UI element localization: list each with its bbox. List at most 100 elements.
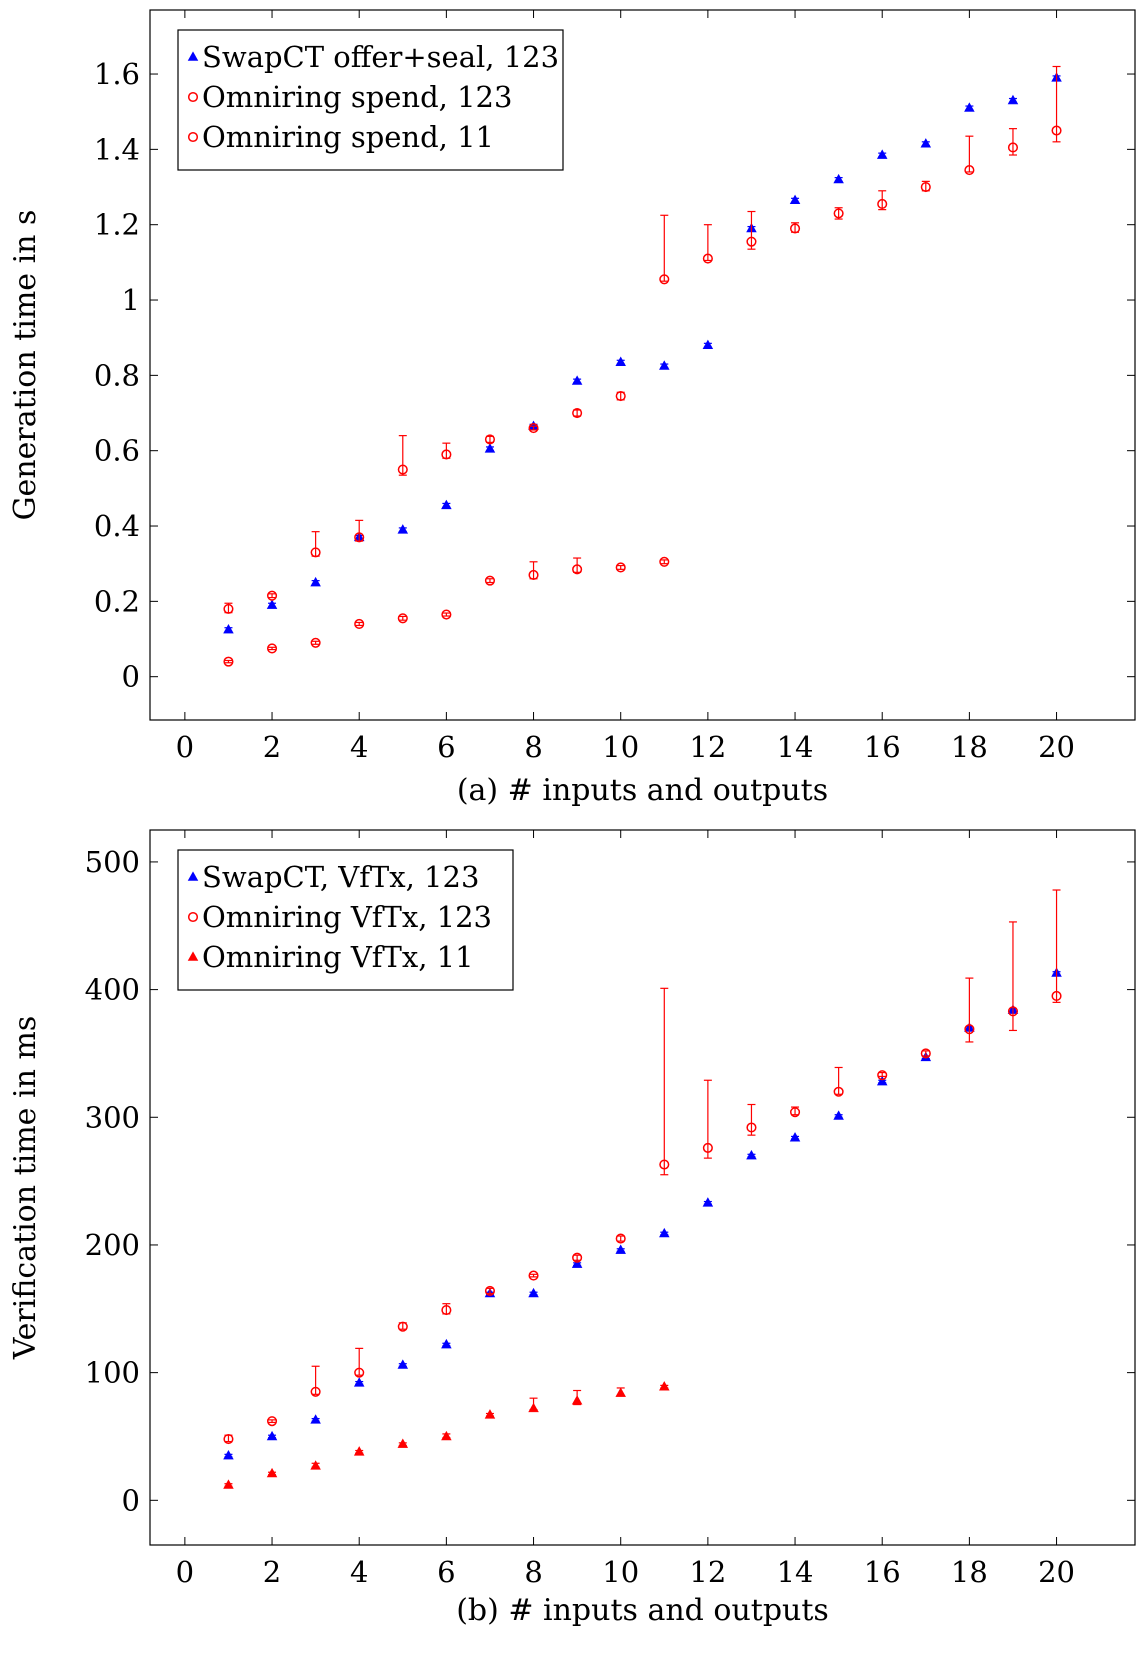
data-point (877, 1070, 888, 1081)
data-point (746, 1122, 757, 1133)
data-point (964, 165, 975, 176)
data-point (964, 102, 975, 112)
data-point (571, 375, 583, 385)
data-point (1007, 1006, 1019, 1017)
data-point (310, 576, 321, 587)
y-tick-label: 500 (85, 845, 140, 879)
data-point (833, 173, 844, 184)
data-point (615, 1244, 626, 1254)
data-point (266, 1416, 278, 1427)
data-point (659, 1227, 670, 1238)
data-point (789, 1132, 801, 1142)
data-point (528, 423, 539, 434)
legend-box (177, 29, 564, 171)
y-tick-label: 300 (85, 1100, 140, 1134)
data-point (702, 253, 713, 264)
data-point (266, 1430, 278, 1441)
y-tick-label: 0.2 (94, 584, 140, 618)
data-point (833, 1110, 844, 1120)
data-point (833, 208, 844, 219)
data-point (702, 1197, 714, 1207)
y-axis-label: Generation time in s (8, 210, 43, 521)
series-0 (223, 967, 1062, 1460)
data-point (310, 547, 321, 558)
legend-marker (187, 871, 199, 881)
y-tick-label: 0.4 (94, 509, 140, 543)
y-tick-label: 200 (85, 1228, 140, 1262)
data-point (964, 1024, 975, 1035)
x-tick-label: 20 (1038, 730, 1075, 764)
data-point (223, 623, 234, 634)
data-point (1051, 125, 1062, 136)
x-tick-label: 18 (951, 1555, 988, 1589)
data-point (484, 575, 496, 586)
data-point (528, 1270, 539, 1281)
data-point (310, 637, 321, 648)
data-point (354, 618, 365, 630)
x-tick-label: 12 (689, 1555, 726, 1589)
data-point (659, 556, 670, 567)
data-point (310, 1460, 321, 1470)
data-point (659, 360, 670, 370)
data-point (615, 562, 626, 573)
data-point (659, 1159, 670, 1170)
data-point (310, 1386, 321, 1397)
x-tick-label: 0 (176, 1555, 194, 1589)
data-point (920, 138, 932, 148)
data-point (746, 1149, 757, 1160)
data-point (789, 1107, 801, 1118)
legend-label: SwapCT, VfTx, 123 (202, 860, 479, 894)
x-tick-label: 18 (951, 730, 988, 764)
x-tick-label: 4 (350, 730, 368, 764)
x-tick-label: 6 (437, 730, 455, 764)
data-point (615, 391, 626, 402)
data-point (266, 643, 278, 654)
legend-box (177, 849, 514, 991)
x-tick-label: 8 (524, 1555, 542, 1589)
x-tick-label: 2 (263, 730, 281, 764)
data-point (484, 1409, 496, 1419)
data-point (354, 1367, 365, 1378)
data-point (571, 1395, 583, 1405)
y-tick-label: 0.6 (94, 434, 140, 468)
legend-marker (187, 131, 199, 143)
x-tick-label: 16 (864, 1555, 901, 1589)
data-point (876, 149, 888, 159)
data-point (266, 590, 278, 601)
series-1 (223, 889, 1062, 1445)
data-point (397, 613, 408, 624)
data-point (702, 339, 714, 350)
legend-label: Omniring VfTx, 123 (202, 900, 492, 934)
data-point (528, 569, 539, 581)
data-point (659, 274, 670, 285)
data-point (223, 603, 234, 614)
data-point (310, 1414, 321, 1424)
data-point (571, 1258, 583, 1268)
data-point (223, 1450, 234, 1460)
data-point (354, 532, 365, 543)
data-point (877, 198, 888, 210)
data-point (920, 181, 931, 193)
legend-label: Omniring spend, 123 (202, 80, 512, 114)
series-1 (223, 65, 1062, 614)
y-tick-label: 1.4 (94, 132, 140, 166)
data-point (789, 223, 801, 234)
data-point (397, 524, 409, 534)
data-point (266, 1467, 278, 1478)
data-point (223, 1433, 234, 1445)
data-point (615, 1233, 626, 1244)
data-point (223, 656, 234, 667)
y-tick-label: 100 (85, 1356, 140, 1390)
x-tick-label: 4 (350, 1555, 368, 1589)
legend-marker (187, 951, 199, 961)
data-point (615, 1387, 626, 1397)
y-tick-label: 400 (85, 973, 140, 1007)
y-axis-label: Verification time in ms (8, 1016, 43, 1361)
data-point (484, 443, 496, 453)
series-2 (223, 1381, 670, 1489)
data-point (833, 1086, 844, 1097)
data-point (1007, 142, 1019, 153)
legend-marker (187, 51, 199, 61)
